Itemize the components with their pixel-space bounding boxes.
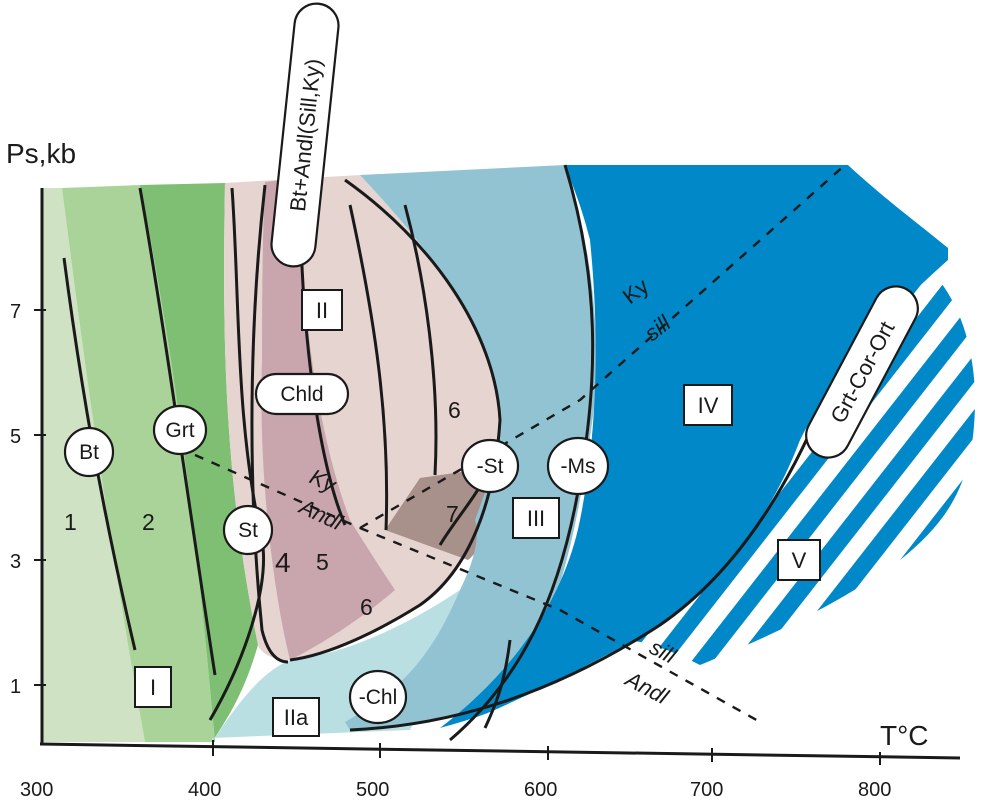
y-tick-label-7: 7 — [10, 301, 21, 323]
isograd-label-minus-chl: -Chl — [348, 669, 408, 725]
x-axis-title: T°C — [880, 720, 929, 751]
isograd-label-chld: Chld — [254, 372, 350, 416]
y-tick-label-3: 3 — [10, 551, 21, 573]
zone-2-fill — [62, 185, 215, 742]
x-tick-label-400: 400 — [188, 779, 221, 801]
zone-labels: I IIa II III IV V — [134, 289, 821, 737]
zone-label-IIa: IIa — [272, 697, 320, 737]
svg-text:-Chl: -Chl — [359, 686, 398, 709]
svg-text:II: II — [316, 298, 328, 323]
zone-7-fill — [385, 470, 499, 560]
x-tick-label-800: 800 — [858, 779, 891, 801]
isograd-labels: Bt Grt Chld St -St -Ms -Chl — [63, 372, 610, 725]
zone-number-1: 1 — [64, 509, 77, 535]
svg-text:IV: IV — [698, 393, 719, 418]
isograd-label-bt: Bt — [63, 426, 115, 478]
zone-label-IV: IV — [683, 384, 733, 426]
isograd-line-minus-chl — [483, 639, 512, 729]
x-tick-label-600: 600 — [524, 779, 557, 801]
svg-text:IIa: IIa — [284, 705, 309, 730]
svg-text:Grt: Grt — [165, 419, 194, 442]
zone-numbers: 1 2 4 5 6 6 7 — [64, 397, 461, 620]
isograd-label-minus-ms: -Ms — [546, 436, 610, 496]
svg-text:I: I — [150, 675, 156, 700]
ky-andl-line — [194, 453, 361, 530]
svg-text:-Ms: -Ms — [561, 455, 596, 478]
assemblage-label-grt-cor-ort: Grt-Cor-Ort — [805, 285, 919, 459]
zone-number-4: 4 — [275, 547, 291, 578]
zone-IV-fill — [440, 165, 948, 728]
svg-text:Chld: Chld — [280, 383, 323, 406]
ky-sill-line — [359, 164, 846, 530]
y-tick-label-1: 1 — [10, 676, 21, 698]
isograd-label-st: St — [222, 504, 274, 556]
x-tick-label-700: 700 — [690, 779, 723, 801]
x-tick-label-300: 300 — [20, 779, 53, 801]
svg-text:III: III — [527, 506, 545, 531]
y-axis-title: Ps,kb — [6, 138, 76, 169]
zone-number-7: 7 — [446, 501, 459, 527]
assemblage-label-bt-andl: Bt+Andl(Sill,Ky) — [270, 2, 340, 268]
label-andl-lower: Andl — [620, 665, 673, 709]
zone-label-I: I — [134, 666, 172, 708]
zone-number-2: 2 — [142, 509, 155, 535]
zone-number-5: 5 — [316, 549, 329, 575]
zone-number-6-upper: 6 — [448, 397, 461, 423]
zone-label-III: III — [512, 497, 560, 539]
svg-text:V: V — [792, 548, 807, 573]
zone-label-II: II — [301, 289, 343, 331]
zone-III-fill — [345, 165, 597, 730]
x-axis-line — [39, 742, 961, 760]
svg-text:Bt: Bt — [79, 441, 99, 464]
svg-text:-St: -St — [477, 455, 504, 478]
andl-sill-line — [359, 526, 761, 724]
zone-number-6-lower: 6 — [360, 594, 373, 620]
isograd-line-ii-b — [348, 204, 389, 531]
isograd-label-minus-st: -St — [460, 438, 520, 494]
x-tick-label-500: 500 — [356, 779, 389, 801]
zone-3-fill — [140, 183, 258, 742]
zone-IV-V-boundary — [349, 409, 822, 732]
isograd-line-ii-c — [403, 204, 438, 476]
isograd-line-chld — [250, 184, 289, 664]
y-tick-label-5: 5 — [10, 426, 21, 448]
polymorph-dashed-lines — [194, 164, 846, 724]
zone-label-V: V — [777, 539, 821, 581]
svg-text:St: St — [238, 519, 258, 542]
isograd-label-grt: Grt — [152, 404, 208, 456]
zone-II-dark-fill — [261, 178, 395, 660]
axes: Ps,kb T°C 1 3 5 7 300 400 500 600 700 80… — [6, 138, 961, 801]
